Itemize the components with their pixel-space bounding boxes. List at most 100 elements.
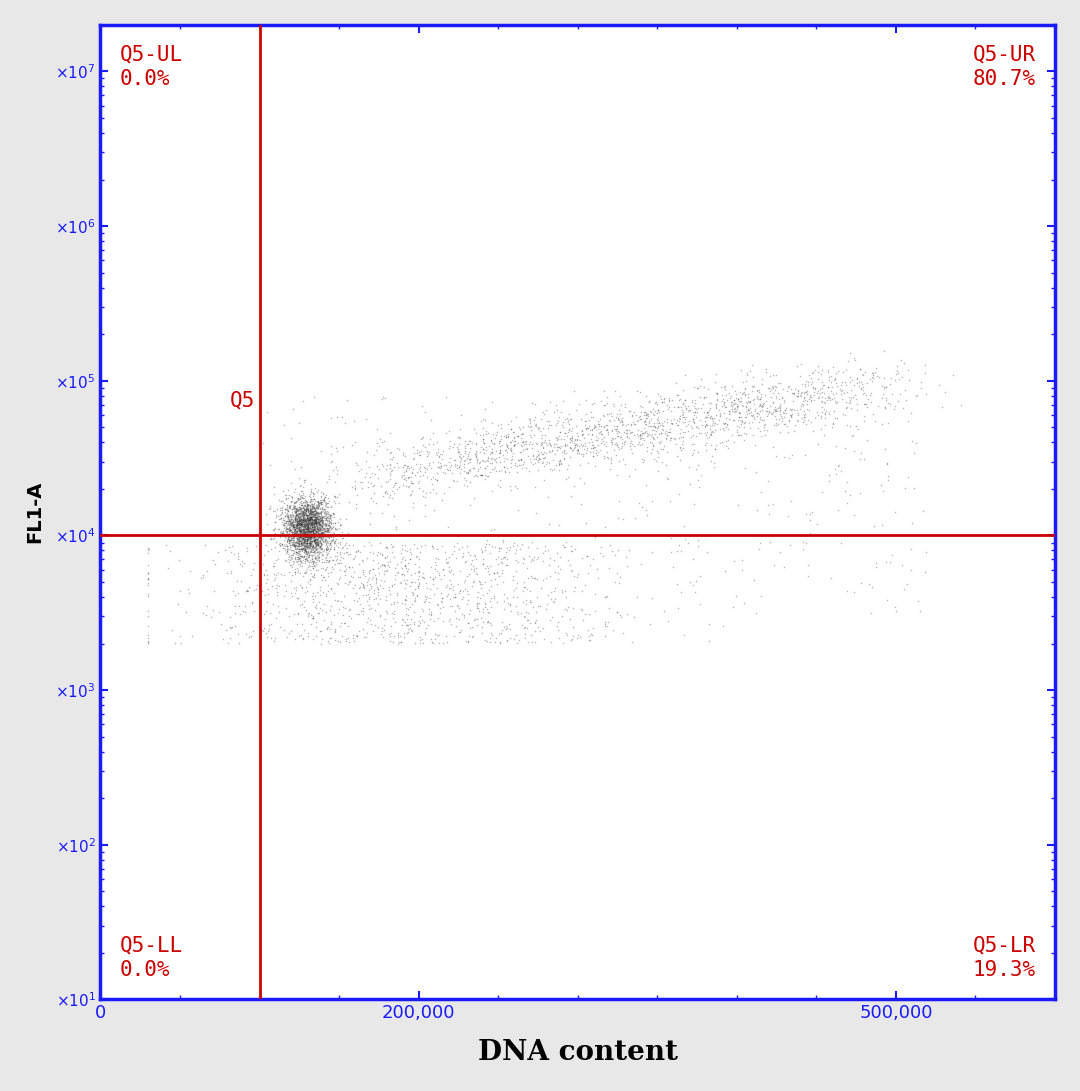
Point: [931, 375, 948, 393]
Point: [180, 584, 198, 601]
Point: [730, 405, 747, 422]
Point: [637, 407, 654, 424]
Point: [444, 589, 461, 607]
Point: [835, 384, 852, 401]
Point: [300, 513, 318, 530]
Point: [528, 447, 545, 465]
Point: [505, 582, 523, 599]
Point: [508, 457, 525, 475]
Point: [318, 531, 335, 549]
Point: [285, 526, 302, 543]
Point: [247, 538, 265, 555]
Point: [286, 560, 303, 577]
Point: [555, 451, 572, 468]
Point: [332, 515, 349, 532]
Point: [329, 526, 347, 543]
Point: [287, 540, 305, 558]
Point: [532, 434, 550, 452]
Point: [670, 430, 687, 447]
Point: [307, 512, 324, 529]
Point: [347, 472, 364, 490]
Point: [558, 601, 576, 619]
Point: [680, 412, 698, 430]
Point: [480, 424, 497, 442]
Point: [578, 406, 595, 423]
Point: [648, 394, 665, 411]
Point: [322, 549, 339, 566]
Point: [766, 556, 783, 574]
Point: [446, 538, 463, 555]
Point: [308, 518, 325, 536]
Point: [301, 531, 319, 549]
Point: [904, 515, 921, 532]
Point: [275, 566, 293, 584]
Point: [306, 527, 323, 544]
Point: [298, 527, 315, 544]
Point: [598, 443, 616, 460]
Point: [313, 500, 330, 517]
Point: [293, 515, 310, 532]
Point: [733, 396, 751, 413]
Point: [717, 409, 734, 427]
Point: [419, 468, 436, 485]
Point: [465, 420, 483, 437]
Point: [296, 506, 313, 524]
Point: [295, 503, 312, 520]
Point: [259, 623, 276, 640]
Point: [306, 514, 323, 531]
Point: [315, 523, 333, 540]
Point: [283, 535, 300, 552]
Point: [311, 529, 328, 547]
Point: [310, 514, 327, 531]
Point: [291, 552, 308, 570]
Point: [302, 516, 320, 533]
Point: [689, 399, 706, 417]
Point: [287, 502, 305, 519]
Point: [386, 627, 403, 645]
Point: [307, 520, 324, 538]
Point: [580, 631, 597, 648]
Point: [577, 434, 594, 452]
Point: [762, 406, 780, 423]
Point: [283, 525, 300, 542]
Point: [670, 386, 687, 404]
Point: [272, 492, 289, 509]
Point: [288, 502, 306, 519]
Point: [382, 624, 400, 642]
Point: [286, 525, 303, 542]
Point: [305, 506, 322, 524]
Point: [561, 421, 578, 439]
Point: [813, 483, 831, 501]
Point: [541, 549, 558, 566]
Point: [532, 410, 550, 428]
Point: [305, 537, 322, 554]
Point: [300, 537, 318, 554]
Point: [318, 536, 335, 553]
Point: [698, 388, 715, 406]
Point: [309, 509, 326, 527]
Point: [816, 406, 834, 423]
Point: [480, 468, 497, 485]
Point: [303, 516, 321, 533]
Point: [326, 526, 343, 543]
Point: [285, 528, 302, 546]
Point: [306, 511, 323, 528]
Point: [461, 620, 478, 637]
Point: [570, 437, 588, 455]
Point: [283, 559, 300, 576]
Point: [310, 494, 327, 512]
Point: [741, 399, 758, 417]
Point: [303, 530, 321, 548]
Point: [294, 393, 311, 410]
Point: [310, 528, 327, 546]
Point: [616, 455, 633, 472]
Point: [298, 509, 315, 527]
Point: [407, 555, 424, 573]
Point: [364, 478, 381, 495]
Point: [711, 411, 728, 429]
Point: [729, 427, 746, 444]
Point: [297, 516, 314, 533]
Point: [286, 520, 303, 538]
Point: [377, 563, 394, 580]
Point: [322, 509, 339, 527]
